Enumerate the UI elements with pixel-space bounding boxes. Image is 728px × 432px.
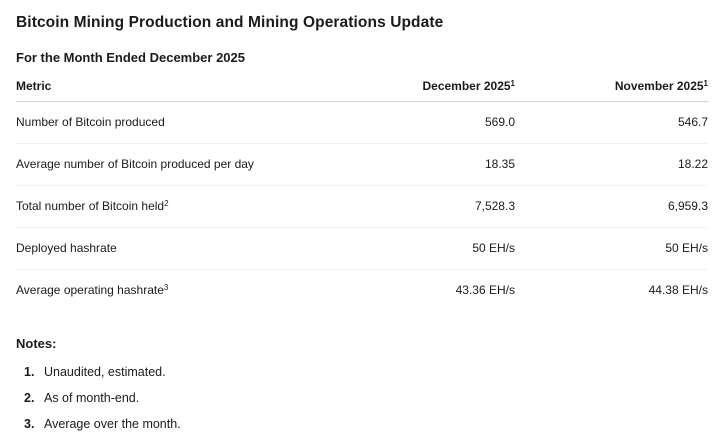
december-value: 50 EH/s — [322, 227, 515, 270]
note-text: As of month-end. — [44, 391, 140, 405]
december-value: 7,528.3 — [322, 185, 515, 228]
metric-label: Total number of Bitcoin held2 — [16, 185, 322, 228]
footnote-marker: 2 — [164, 199, 169, 208]
table-header-row: Metric December 20251 November 20251 — [16, 79, 708, 102]
table-row: Average number of Bitcoin produced per d… — [16, 143, 708, 186]
december-value: 569.0 — [322, 101, 515, 144]
table-row: Average operating hashrate3 43.36 EH/s 4… — [16, 270, 708, 312]
footnote-marker: 3 — [163, 283, 169, 292]
note-item: 3. Average over the month. — [24, 417, 708, 432]
column-header-november: November 20251 — [515, 79, 708, 102]
note-number: 1. — [24, 365, 35, 379]
november-value: 44.38 EH/s — [648, 283, 708, 297]
metric-label: Average number of Bitcoin produced per d… — [16, 143, 322, 186]
metric-label: Average operating hashrate3 — [16, 283, 169, 297]
footnote-marker: 1 — [703, 79, 708, 88]
note-number: 2. — [24, 391, 35, 405]
table-row: Total number of Bitcoin held2 7,528.3 6,… — [16, 185, 708, 228]
metric-label: Deployed hashrate — [16, 227, 322, 270]
november-value: 546.7 — [515, 101, 708, 144]
december-value: 43.36 EH/s — [455, 283, 515, 297]
subtitle: For the Month Ended December 2025 — [16, 50, 245, 65]
footnote-marker: 1 — [510, 79, 515, 88]
column-header-december: December 20251 — [322, 79, 515, 102]
note-item: 1. Unaudited, estimated. — [24, 365, 708, 380]
note-text: Average over the month. — [44, 417, 181, 431]
notes-heading: Notes: — [16, 336, 57, 351]
metric-label: Number of Bitcoin produced — [16, 101, 322, 144]
page-title: Bitcoin Mining Production and Mining Ope… — [16, 14, 444, 31]
november-value: 50 EH/s — [515, 227, 708, 270]
column-header-metric: Metric — [16, 79, 322, 102]
note-text: Unaudited, estimated. — [44, 365, 166, 379]
november-value: 18.22 — [515, 143, 708, 186]
note-item: 2. As of month-end. — [24, 391, 708, 406]
notes-list: 1. Unaudited, estimated. 2. As of month-… — [16, 365, 708, 432]
november-value: 6,959.3 — [515, 185, 708, 228]
table-row: Deployed hashrate 50 EH/s 50 EH/s — [16, 227, 708, 270]
note-number: 3. — [24, 417, 35, 431]
metrics-table: Metric December 20251 November 20251 Num… — [16, 79, 708, 311]
december-value: 18.35 — [322, 143, 515, 186]
table-row: Number of Bitcoin produced 569.0 546.7 — [16, 101, 708, 144]
